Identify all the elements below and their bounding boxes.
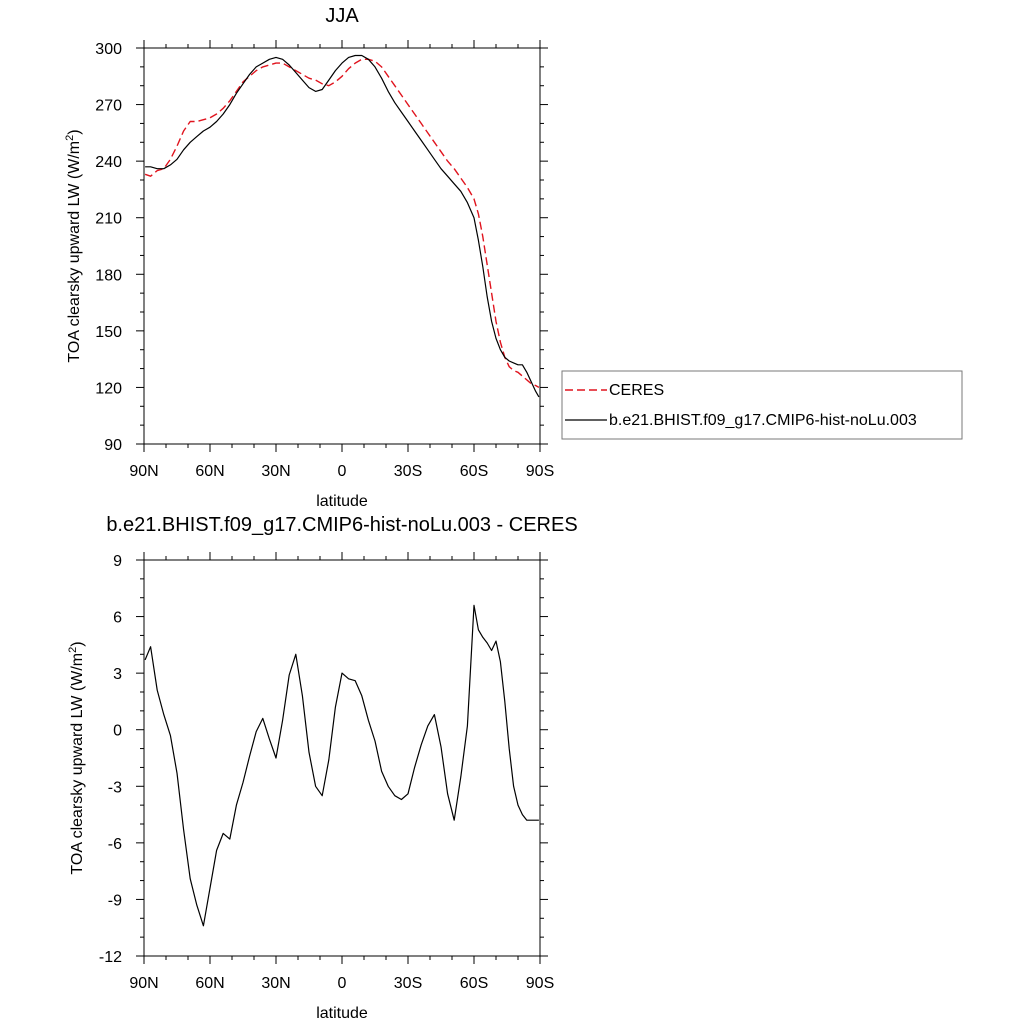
top-panel-legend: CERES b.e21.BHIST.f09_g17.CMIP6-hist-noL… [561, 370, 963, 440]
bottom-panel-y-tick-label: -9 [108, 892, 122, 909]
bottom-panel-x-tick-label: 30N [261, 975, 290, 992]
bottom-panel-lines [144, 604, 539, 927]
top-panel-x-tick-label: 0 [338, 463, 347, 480]
top-panel-frame [143, 47, 541, 445]
top-panel-series-line-model [145, 54, 540, 398]
bottom-panel-x-tick-label: 90N [129, 975, 158, 992]
bottom-panel-x-axis-label: latitude [316, 1005, 368, 1022]
bottom-panel-y-axis-label-main: TOA clearsky upward LW (W/m [69, 653, 86, 875]
bottom-panel-x-tick-label: 60S [460, 975, 488, 992]
bottom-panel-x-tick-label: 90S [526, 975, 554, 992]
top-panel-y-tick-label: 180 [95, 267, 122, 284]
top-panel-x-tick-label: 90S [526, 463, 554, 480]
bottom-panel-y-tick-label: 6 [113, 610, 122, 627]
top-panel-series-line-ceres [144, 58, 540, 389]
bottom-panel-frame [143, 559, 541, 957]
top-panel-x-tick-label: 30S [394, 463, 422, 480]
top-panel-y-tick-label: 300 [95, 41, 122, 58]
bottom-panel-y-tick-label: 0 [113, 723, 122, 740]
legend-label-model: b.e21.BHIST.f09_g17.CMIP6-hist-noLu.003 [609, 412, 917, 429]
bottom-panel-y-tick-label: -12 [99, 949, 122, 966]
bottom-panel-series-line-model [144, 604, 539, 927]
legend-label-ceres: CERES [609, 382, 664, 399]
top-panel-lines [144, 54, 540, 398]
top-panel-ticks [136, 40, 548, 452]
top-panel-y-tick-label: 270 [95, 98, 122, 115]
top-panel: JJA 90N 60N 30N 0 30S 60S 90S 90 120 150 180 210 240… [64, 5, 963, 510]
bottom-panel-y-axis-label-sup: 2 [67, 647, 79, 653]
bottom-panel-x-tick-label: 60N [195, 975, 224, 992]
top-panel-x-axis-label: latitude [316, 493, 368, 510]
top-panel-y-axis-label-end: ) [66, 129, 83, 134]
top-panel-y-axis-label-sup: 2 [64, 135, 76, 141]
top-panel-y-tick-label: 120 [95, 380, 122, 397]
top-panel-title: JJA [325, 5, 359, 27]
bottom-panel-tick-labels: 90N 60N 30N 0 30S 60S 90S -12 -9 -6 -3 0 3 6 9 [99, 553, 554, 992]
bottom-panel-x-tick-label: 30S [394, 975, 422, 992]
bottom-panel-y-tick-label: 9 [113, 553, 122, 570]
bottom-panel-y-tick-label: -3 [108, 779, 122, 796]
top-panel-y-tick-label: 240 [95, 154, 122, 171]
bottom-panel-ticks [136, 552, 548, 964]
bottom-panel-y-axis-label-end: ) [69, 641, 86, 646]
bottom-panel-title: b.e21.BHIST.f09_g17.CMIP6-hist-noLu.003 … [106, 514, 577, 536]
top-panel-tick-labels: 90N 60N 30N 0 30S 60S 90S 90 120 150 180 210 240 270 3… [95, 41, 554, 480]
top-panel-y-tick-label: 90 [104, 437, 122, 454]
top-panel-y-axis-label-main: TOA clearsky upward LW (W/m [66, 141, 83, 363]
top-panel-x-tick-label: 90N [129, 463, 158, 480]
bottom-panel-x-tick-label: 0 [338, 975, 347, 992]
top-panel-y-tick-label: 150 [95, 324, 122, 341]
top-panel-x-tick-label: 30N [261, 463, 290, 480]
top-panel-y-tick-label: 210 [95, 211, 122, 228]
bottom-panel-y-axis-label: TOA clearsky upward LW (W/m2) [67, 641, 86, 874]
bottom-panel-y-tick-label: 3 [113, 666, 122, 683]
bottom-panel-y-tick-label: -6 [108, 836, 122, 853]
legend-box [561, 370, 963, 440]
top-panel-x-tick-label: 60S [460, 463, 488, 480]
top-panel-x-tick-label: 60N [195, 463, 224, 480]
top-panel-y-axis-label: TOA clearsky upward LW (W/m2) [64, 129, 83, 362]
bottom-panel: b.e21.BHIST.f09_g17.CMIP6-hist-noLu.003 … [67, 514, 578, 1022]
